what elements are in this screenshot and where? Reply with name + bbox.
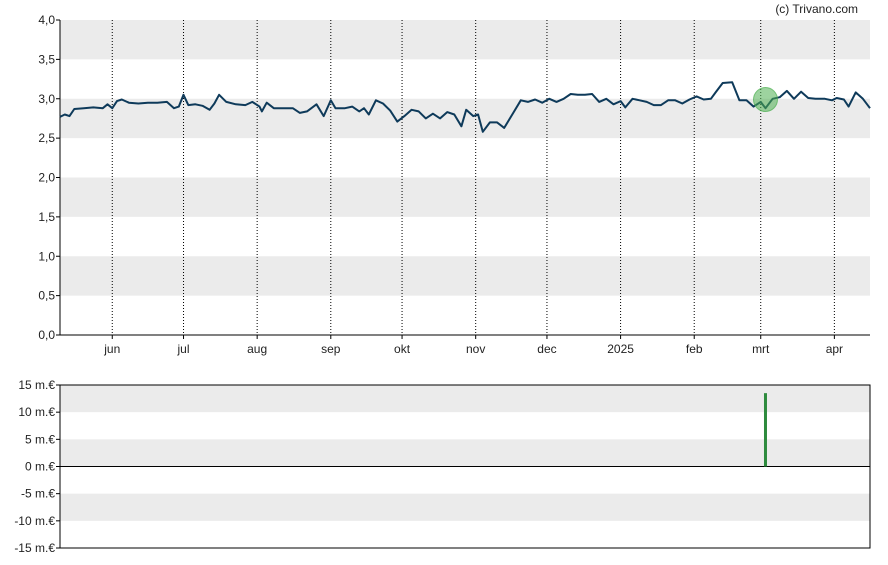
x-tick-label: aug (247, 342, 267, 356)
x-tick-label: mrt (752, 342, 770, 356)
y-tick-label: 3,5 (38, 52, 55, 66)
volume-y-tick-label: 10 m.€ (18, 405, 55, 419)
event-marker (752, 87, 778, 113)
x-tick-label: nov (466, 342, 485, 356)
volume-y-tick-label: 0 m.€ (25, 460, 55, 474)
y-tick-label: 2,5 (38, 131, 55, 145)
volume-y-tick-label: 5 m.€ (25, 432, 55, 446)
x-tick-label: 2025 (607, 342, 634, 356)
volume-grid-band (60, 385, 870, 413)
volume-bar (763, 393, 767, 467)
volume-grid-band (60, 493, 870, 521)
price-grid-band (60, 256, 870, 296)
x-tick-label: sep (321, 342, 341, 356)
y-tick-label: 4,0 (38, 13, 55, 27)
y-tick-label: 0,5 (38, 289, 55, 303)
credit-text: (c) Trivano.com (775, 2, 858, 16)
volume-y-tick-label: 15 m.€ (18, 378, 55, 392)
y-tick-label: 3,0 (38, 92, 55, 106)
y-tick-label: 1,5 (38, 210, 55, 224)
x-tick-label: jul (177, 342, 190, 356)
volume-y-tick-label: -10 m.€ (14, 514, 55, 528)
price-grid-band (60, 177, 870, 217)
x-tick-label: apr (826, 342, 843, 356)
y-tick-label: 0,0 (38, 328, 55, 342)
x-tick-label: okt (394, 342, 411, 356)
price-line (59, 81, 871, 133)
volume-y-tick-label: -15 m.€ (14, 541, 55, 555)
x-tick-label: jun (103, 342, 120, 356)
y-tick-label: 2,0 (38, 171, 55, 185)
y-tick-label: 1,0 (38, 249, 55, 263)
x-tick-label: feb (686, 342, 703, 356)
x-tick-label: dec (537, 342, 556, 356)
volume-panel: -15 m.€ -10 m.€ -5 m.€ 0 m.€ 5 m.€ 10 m.€ 15 m… (14, 378, 871, 555)
price-grid-band (60, 98, 870, 139)
price-grid-band (60, 20, 870, 60)
volume-grid-band (60, 439, 870, 467)
volume-y-tick-label: -5 m.€ (21, 487, 55, 501)
price-panel: jun jul aug sep okt nov dec 2025 feb mrt apr 0,0 0,5… (38, 13, 871, 356)
